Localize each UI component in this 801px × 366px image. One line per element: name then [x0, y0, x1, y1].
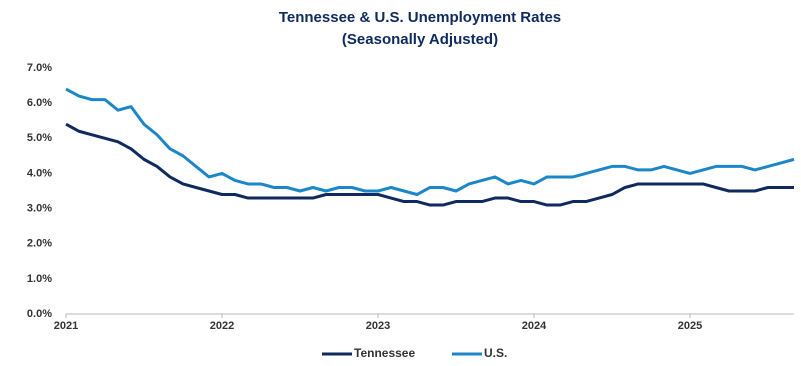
y-tick-label: 5.0%	[27, 132, 52, 144]
y-tick-label: 4.0%	[27, 167, 52, 179]
y-tick-label: 0.0%	[27, 308, 52, 320]
series-line	[65, 87, 795, 197]
y-tick-label: 2.0%	[27, 238, 52, 250]
y-tick-label: 6.0%	[27, 97, 52, 109]
x-tick-label: 2023	[366, 320, 390, 332]
y-tick-label: 7.0%	[27, 62, 52, 74]
chart-title: Tennessee & U.S. Unemployment Rates	[279, 9, 561, 26]
y-tick-label: 1.0%	[27, 273, 52, 285]
x-tick-label: 2025	[678, 320, 702, 332]
x-tick-label: 2022	[210, 320, 234, 332]
x-tick-label: 2024	[522, 320, 547, 332]
y-tick-label: 3.0%	[27, 202, 52, 214]
legend-label: Tennessee	[354, 346, 415, 360]
legend-label: U.S.	[484, 346, 507, 360]
chart-subtitle: (Seasonally Adjusted)	[342, 31, 498, 48]
series-line	[65, 122, 794, 207]
x-tick-label: 2021	[54, 320, 78, 332]
